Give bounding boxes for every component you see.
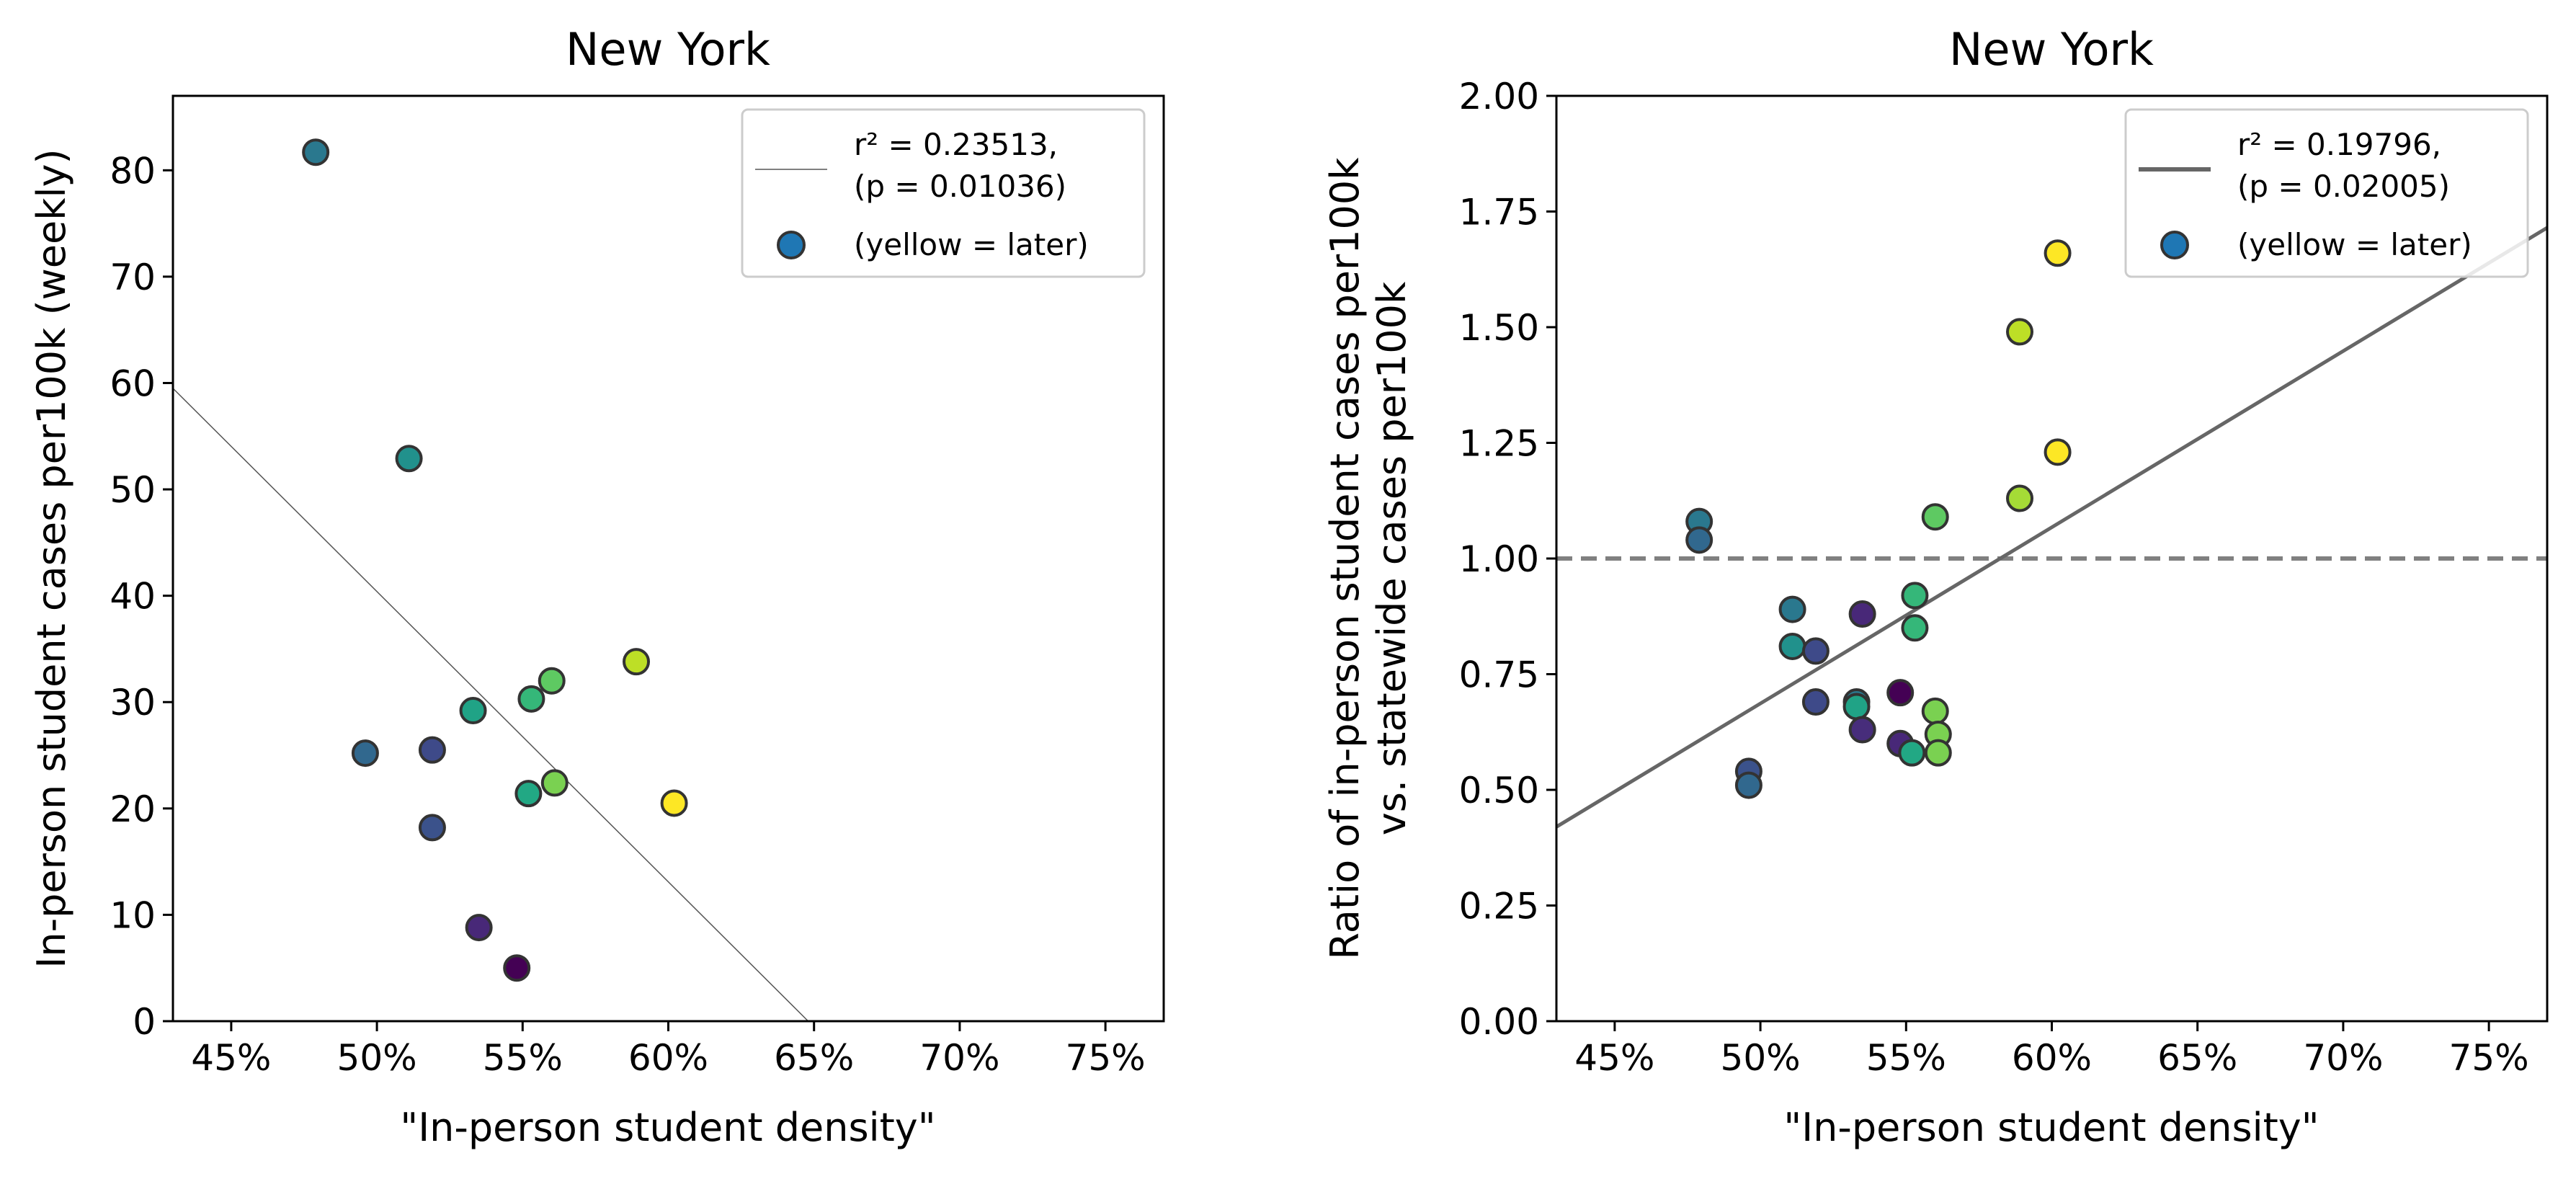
data-point xyxy=(465,914,493,942)
left-y-axis-label: In-person student cases per100k (weekly) xyxy=(29,148,74,968)
data-point xyxy=(1898,739,1926,767)
right-legend-box xyxy=(2124,108,2529,278)
y-tick-label: 60 xyxy=(110,362,156,404)
right-y-ticks: 0.00 0.25 0.50 0.75 1.00 1.25 1.50 1.75 2.00 xyxy=(1459,76,1556,1043)
right-y-axis-label-line1: Ratio of in-person student cases per100k xyxy=(1322,157,1368,960)
regression-line xyxy=(1556,226,2547,829)
data-point xyxy=(459,697,487,725)
data-point xyxy=(2044,239,2072,267)
x-tick-label: 70% xyxy=(2303,1037,2383,1079)
data-point xyxy=(418,736,446,764)
left-legend-r2-label: r² = 0.23513, xyxy=(854,127,1058,162)
data-point xyxy=(1778,595,1806,623)
data-point xyxy=(1801,637,1830,665)
data-point xyxy=(2006,484,2034,512)
data-point xyxy=(1842,693,1871,721)
y-tick-label: 30 xyxy=(110,682,156,724)
data-point xyxy=(503,954,531,982)
data-point xyxy=(1901,614,1929,642)
y-tick-label: 1.00 xyxy=(1459,538,1539,580)
data-point xyxy=(1685,526,1713,554)
y-tick-label: 1.25 xyxy=(1459,423,1539,465)
right-legend: r² = 0.19796, (p = 0.02005) (yellow = la… xyxy=(2124,108,2529,278)
left-x-axis-label: "In-person student density" xyxy=(400,1105,935,1150)
x-tick-label: 60% xyxy=(628,1037,708,1079)
data-point xyxy=(2006,318,2034,346)
left-legend-marker-swatch xyxy=(777,231,806,259)
y-tick-label: 70 xyxy=(110,257,156,298)
y-tick-label: 1.75 xyxy=(1459,192,1539,233)
x-tick-label: 50% xyxy=(337,1037,417,1079)
right-points-layer xyxy=(1685,239,2072,799)
left-legend-marker-label: (yellow = later) xyxy=(854,227,1089,262)
right-legend-marker-label: (yellow = later) xyxy=(2237,227,2472,262)
y-tick-label: 0.50 xyxy=(1459,770,1539,811)
data-point xyxy=(302,138,330,166)
right-legend-p-label: (p = 0.02005) xyxy=(2237,169,2450,204)
right-y-axis-label-line2: vs. statewide cases per100k xyxy=(1369,281,1414,835)
x-tick-label: 55% xyxy=(1866,1037,1946,1079)
x-tick-label: 65% xyxy=(2157,1037,2237,1079)
left-x-ticks: 45% 50% 55% 60% 65% 70% 75% xyxy=(191,1021,1146,1079)
data-point xyxy=(1848,600,1876,628)
data-point xyxy=(514,780,543,808)
y-tick-label: 80 xyxy=(110,150,156,192)
y-tick-label: 20 xyxy=(110,788,156,830)
data-point xyxy=(1801,688,1830,716)
left-chart-title: New York xyxy=(566,23,770,76)
y-tick-label: 2.00 xyxy=(1459,76,1539,117)
right-legend-marker-swatch xyxy=(2160,231,2189,259)
left-fit-line-layer xyxy=(173,388,809,1021)
data-point xyxy=(1921,697,1949,725)
left-legend-box xyxy=(741,108,1146,278)
data-point xyxy=(1901,582,1929,610)
left-chart: New York 45% 50% 55% 60% 65% 70% 75% 0 10 20 30 40… xyxy=(29,23,1165,1150)
y-tick-label: 0.00 xyxy=(1459,1001,1539,1043)
y-tick-label: 0.75 xyxy=(1459,654,1539,696)
data-point xyxy=(660,789,688,817)
regression-line xyxy=(173,388,809,1021)
data-point xyxy=(1778,632,1806,660)
y-tick-label: 10 xyxy=(110,894,156,936)
left-y-ticks: 0 10 20 30 40 50 60 70 80 xyxy=(110,150,173,1043)
x-tick-label: 45% xyxy=(1574,1037,1654,1079)
right-lines-layer xyxy=(1556,226,2547,829)
data-point xyxy=(351,739,379,768)
y-tick-label: 40 xyxy=(110,576,156,618)
x-tick-label: 45% xyxy=(191,1037,271,1079)
data-point xyxy=(517,685,545,713)
data-point xyxy=(395,445,423,473)
y-tick-label: 0.25 xyxy=(1459,886,1539,927)
y-tick-label: 1.50 xyxy=(1459,307,1539,349)
x-tick-label: 75% xyxy=(1066,1037,1146,1079)
x-tick-label: 55% xyxy=(483,1037,563,1079)
data-point xyxy=(540,769,569,797)
x-tick-label: 70% xyxy=(919,1037,999,1079)
x-tick-label: 50% xyxy=(1721,1037,1801,1079)
y-tick-label: 0 xyxy=(133,1001,156,1043)
right-chart: New York 45% 50% 55% 60% 65% 70% 75% 0.000.250… xyxy=(1322,23,2549,1150)
data-point xyxy=(1886,679,1915,707)
left-points-layer xyxy=(302,138,688,982)
data-point xyxy=(538,667,566,695)
data-point xyxy=(1734,771,1762,799)
data-point xyxy=(418,814,446,842)
right-x-ticks: 45% 50% 55% 60% 65% 70% 75% xyxy=(1574,1021,2529,1079)
data-point xyxy=(2044,438,2072,466)
right-legend-r2-label: r² = 0.19796, xyxy=(2237,127,2441,162)
right-chart-title: New York xyxy=(1949,23,2154,76)
left-legend-p-label: (p = 0.01036) xyxy=(854,169,1066,204)
right-x-axis-label: "In-person student density" xyxy=(1783,1105,2319,1150)
y-tick-label: 50 xyxy=(110,469,156,511)
x-tick-label: 75% xyxy=(2449,1037,2529,1079)
x-tick-label: 60% xyxy=(2012,1037,2092,1079)
x-tick-label: 65% xyxy=(774,1037,854,1079)
left-legend: r² = 0.23513, (p = 0.01036) (yellow = la… xyxy=(741,108,1146,278)
data-point xyxy=(1848,716,1876,744)
data-point xyxy=(1921,503,1949,531)
data-point xyxy=(623,648,651,676)
data-point xyxy=(1924,739,1952,767)
